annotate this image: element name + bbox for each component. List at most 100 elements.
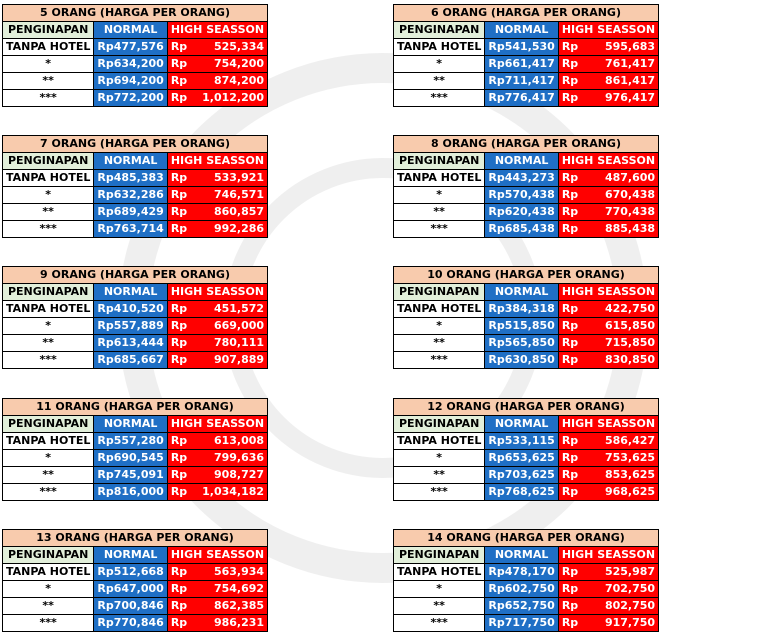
price-table: 7 ORANG (HARGA PER ORANG) PENGINAPAN NOR… xyxy=(1,135,269,238)
currency-label: Rp xyxy=(561,302,579,315)
accommodation-label: ** xyxy=(392,466,486,484)
normal-price: Rp 685,438 xyxy=(484,220,559,238)
normal-price: Rp 533,115 xyxy=(484,432,559,450)
normal-amount: 478,170 xyxy=(504,565,555,578)
table-row: TANPA HOTEL Rp 443,273 Rp 487,600 xyxy=(392,169,660,187)
currency-label: Rp xyxy=(488,302,505,315)
high-season-price: Rp 862,385 xyxy=(166,597,269,615)
currency-label: Rp xyxy=(170,40,188,53)
currency-label: Rp xyxy=(488,468,505,481)
accommodation-label: TANPA HOTEL xyxy=(392,300,486,318)
normal-price: Rp 685,667 xyxy=(93,351,168,369)
normal-amount: 410,520 xyxy=(113,302,164,315)
high-season-amount: 525,987 xyxy=(604,565,656,578)
high-season-amount: 799,636 xyxy=(213,451,265,464)
high-season-price: Rp 451,572 xyxy=(166,300,269,318)
normal-amount: 443,273 xyxy=(504,171,555,184)
table-row: ** Rp 565,850 Rp 715,850 xyxy=(392,334,660,352)
accommodation-label: TANPA HOTEL xyxy=(1,38,95,56)
high-season-price: Rp 917,750 xyxy=(557,614,660,632)
table-row: TANPA HOTEL Rp 478,170 Rp 525,987 xyxy=(392,563,660,581)
high-season-amount: 669,000 xyxy=(213,319,265,332)
high-season-price: Rp 1,034,182 xyxy=(166,483,269,501)
high-season-amount: 908,727 xyxy=(213,468,265,481)
normal-price: Rp 745,091 xyxy=(93,466,168,484)
accommodation-label: * xyxy=(1,186,95,204)
accommodation-label: TANPA HOTEL xyxy=(392,38,486,56)
high-season-amount: 715,850 xyxy=(604,336,656,349)
high-season-price: Rp 908,727 xyxy=(166,466,269,484)
high-season-price: Rp 613,008 xyxy=(166,432,269,450)
currency-label: Rp xyxy=(561,40,579,53)
normal-price: Rp 653,625 xyxy=(484,449,559,467)
normal-amount: 745,091 xyxy=(113,468,164,481)
currency-label: Rp xyxy=(97,188,114,201)
currency-label: Rp xyxy=(97,616,114,629)
currency-label: Rp xyxy=(561,74,579,87)
currency-label: Rp xyxy=(97,336,114,349)
currency-label: Rp xyxy=(170,353,188,366)
normal-price: Rp 443,273 xyxy=(484,169,559,187)
high-season-price: Rp 1,012,200 xyxy=(166,89,269,107)
normal-price: Rp 632,286 xyxy=(93,186,168,204)
currency-label: Rp xyxy=(561,188,579,201)
currency-label: Rp xyxy=(170,91,188,104)
high-season-price: Rp 525,987 xyxy=(557,563,660,581)
currency-label: Rp xyxy=(97,468,114,481)
table-title: 7 ORANG (HARGA PER ORANG) xyxy=(1,135,269,153)
normal-price: Rp 541,530 xyxy=(484,38,559,56)
currency-label: Rp xyxy=(488,205,505,218)
currency-label: Rp xyxy=(561,616,579,629)
currency-label: Rp xyxy=(488,222,505,235)
high-season-amount: 861,417 xyxy=(604,74,656,87)
accommodation-label: ** xyxy=(1,203,95,221)
high-season-amount: 860,857 xyxy=(213,205,265,218)
normal-amount: 685,438 xyxy=(504,222,555,235)
table-title: 5 ORANG (HARGA PER ORANG) xyxy=(1,4,269,22)
accommodation-label: ** xyxy=(1,334,95,352)
normal-price: Rp 565,850 xyxy=(484,334,559,352)
table-row: *** Rp 772,200 Rp 1,012,200 xyxy=(1,89,269,107)
normal-price: Rp 410,520 xyxy=(93,300,168,318)
high-season-price: Rp 780,111 xyxy=(166,334,269,352)
accommodation-label: *** xyxy=(392,220,486,238)
normal-amount: 685,667 xyxy=(113,353,164,366)
table-row: *** Rp 770,846 Rp 986,231 xyxy=(1,614,269,632)
accommodation-label: *** xyxy=(392,89,486,107)
normal-amount: 515,850 xyxy=(504,319,555,332)
high-season-amount: 853,625 xyxy=(604,468,656,481)
high-season-price: Rp 422,750 xyxy=(557,300,660,318)
high-season-amount: 753,625 xyxy=(604,451,656,464)
accommodation-header: PENGINAPAN xyxy=(392,283,486,301)
table-row: TANPA HOTEL Rp 485,383 Rp 533,921 xyxy=(1,169,269,187)
normal-amount: 661,417 xyxy=(504,57,555,70)
normal-amount: 630,850 xyxy=(504,353,555,366)
normal-price: Rp 717,750 xyxy=(484,614,559,632)
normal-header: NORMAL xyxy=(93,283,168,301)
table-row: TANPA HOTEL Rp 541,530 Rp 595,683 xyxy=(392,38,660,56)
accommodation-label: * xyxy=(1,449,95,467)
currency-label: Rp xyxy=(488,188,505,201)
normal-amount: 703,625 xyxy=(504,468,555,481)
accommodation-label: * xyxy=(1,317,95,335)
currency-label: Rp xyxy=(561,205,579,218)
currency-label: Rp xyxy=(97,57,114,70)
currency-label: Rp xyxy=(488,40,505,53)
table-row: ** Rp 711,417 Rp 861,417 xyxy=(392,72,660,90)
high-season-price: Rp 533,921 xyxy=(166,169,269,187)
currency-label: Rp xyxy=(561,599,579,612)
currency-label: Rp xyxy=(561,336,579,349)
high-season-amount: 670,438 xyxy=(604,188,656,201)
normal-price: Rp 602,750 xyxy=(484,580,559,598)
table-row: TANPA HOTEL Rp 557,280 Rp 613,008 xyxy=(1,432,269,450)
high-season-amount: 595,683 xyxy=(604,40,656,53)
normal-price: Rp 613,444 xyxy=(93,334,168,352)
currency-label: Rp xyxy=(170,434,188,447)
table-row: *** Rp 816,000 Rp 1,034,182 xyxy=(1,483,269,501)
normal-price: Rp 478,170 xyxy=(484,563,559,581)
high-season-price: Rp 563,934 xyxy=(166,563,269,581)
currency-label: Rp xyxy=(97,171,114,184)
high-season-price: Rp 586,427 xyxy=(557,432,660,450)
table-row: TANPA HOTEL Rp 512,668 Rp 563,934 xyxy=(1,563,269,581)
currency-label: Rp xyxy=(170,171,188,184)
